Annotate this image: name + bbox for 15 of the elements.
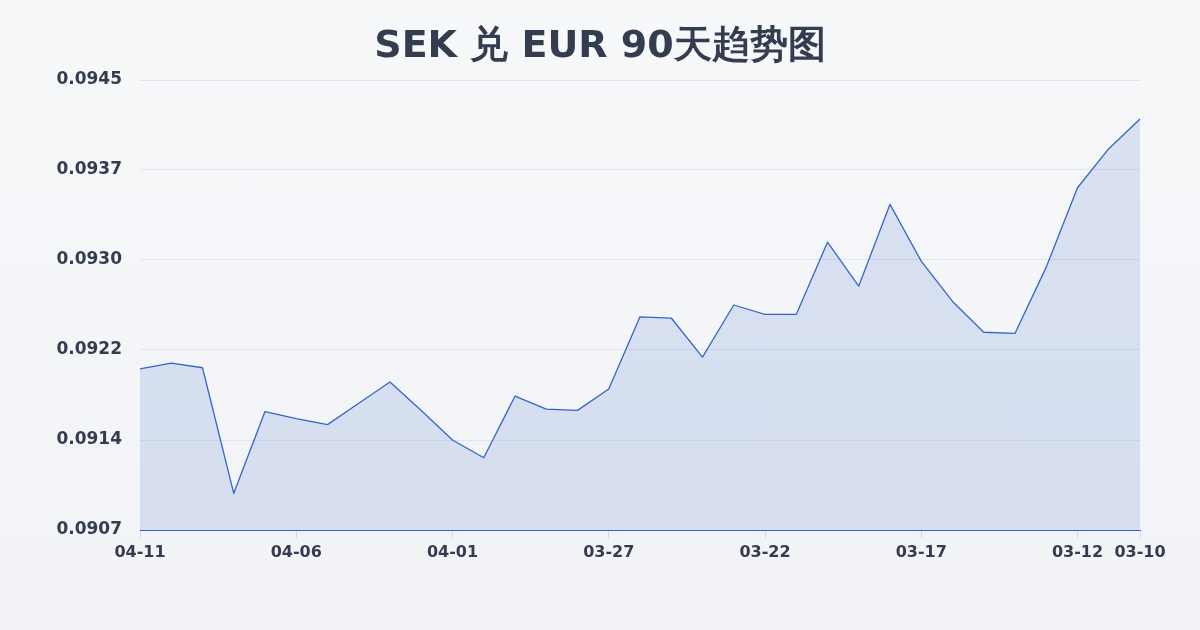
y-tick-label: 0.0922 [56,338,122,359]
x-tick-label: 03-12 [1051,541,1104,561]
x-tick-label: 03-27 [583,541,635,561]
y-tick-label: 0.0930 [56,248,123,269]
x-tick-label: 03-10 [1114,541,1166,561]
x-tick-label: 04-11 [114,541,166,561]
y-tick-label: 0.0937 [56,158,122,179]
y-tick-label: 0.0945 [56,68,122,89]
x-tick-label: 03-17 [895,541,947,561]
y-tick-label: 0.0914 [56,428,123,449]
x-tick-label: 04-06 [270,541,322,561]
y-tick-label: 0.0907 [56,518,122,539]
x-tick-label: 04-01 [426,541,479,561]
chart-title: SEK 兑 EUR 90天趋势图 [374,21,826,66]
x-tick-label: 03-22 [739,541,791,561]
